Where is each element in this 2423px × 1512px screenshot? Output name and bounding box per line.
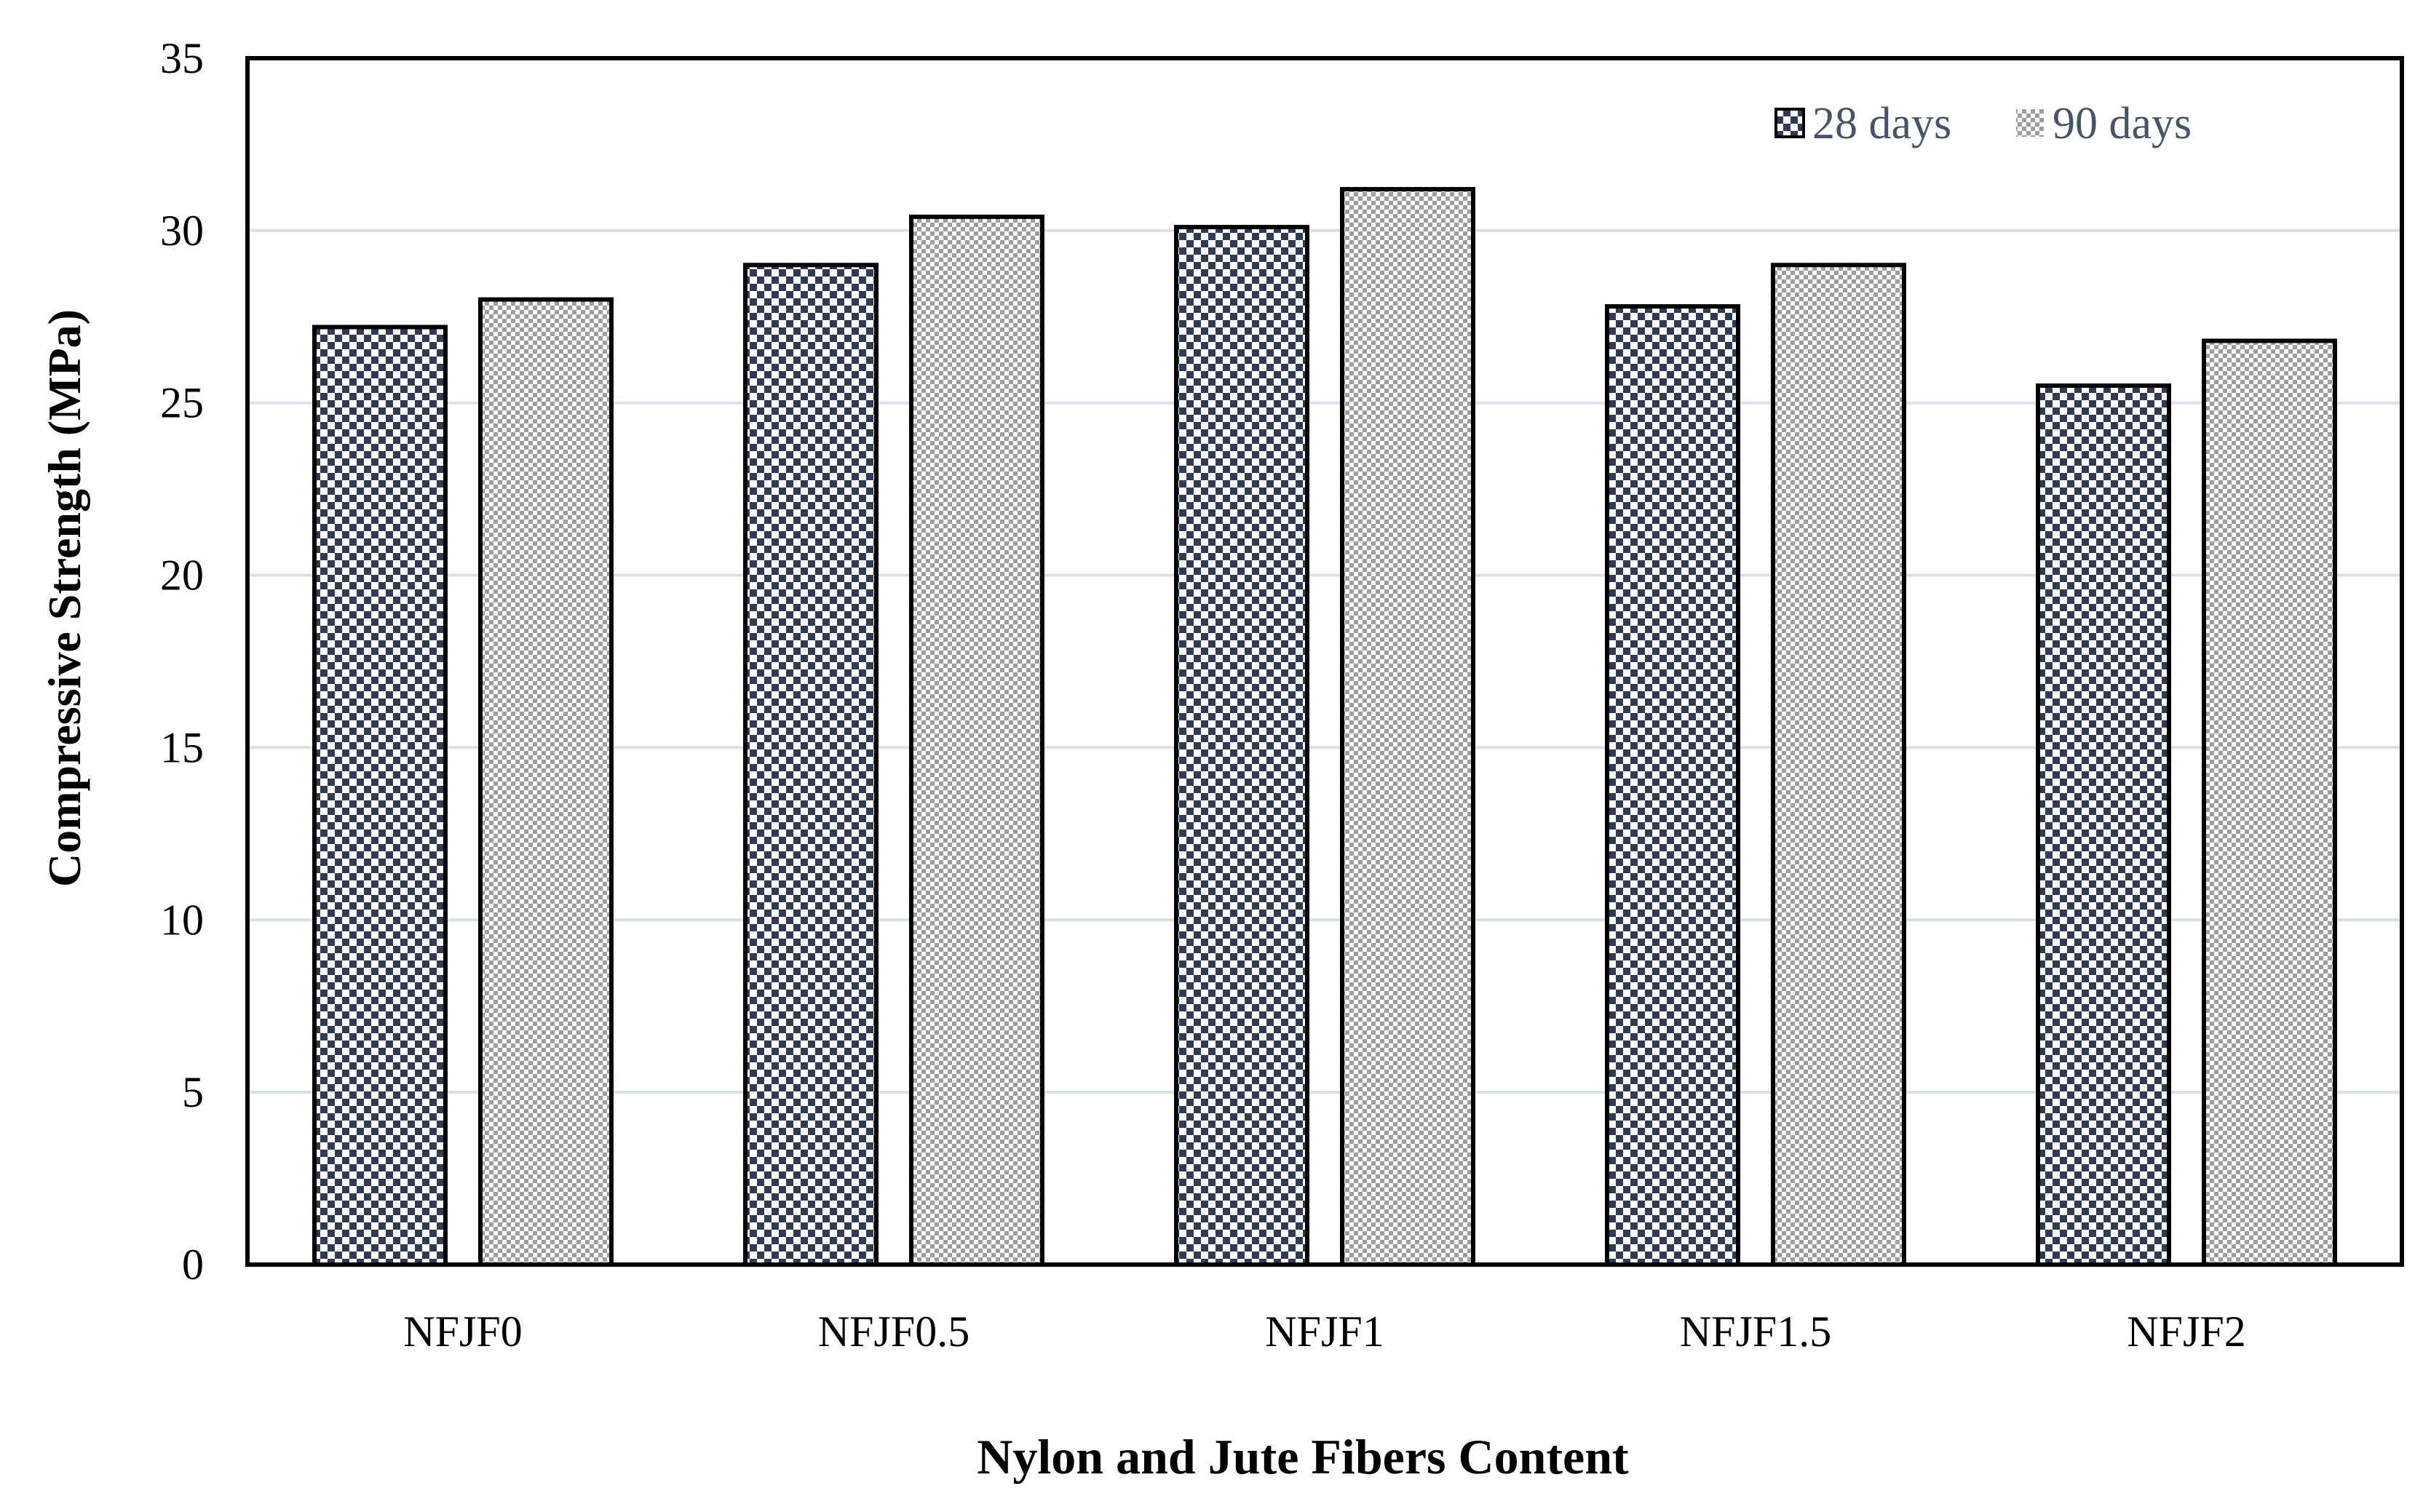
y-tick-label: 0: [182, 1241, 204, 1289]
y-axis-title: Compressive Strength (MPa): [39, 309, 90, 887]
legend-swatch: [2016, 109, 2044, 137]
bar-90-days-NFJF2: [2202, 338, 2337, 1268]
y-tick-label: 10: [160, 896, 204, 944]
bars: [312, 187, 2337, 1268]
legend: 28 days 90 days: [1774, 99, 2192, 148]
plot-frame: [245, 56, 2404, 1267]
y-tick-label: 20: [160, 552, 204, 600]
bar-28-days-NFJF1: [1174, 225, 1309, 1267]
x-tick-label: NFJF2: [2127, 1308, 2245, 1356]
x-tick-labels: NFJF0 NFJF0.5 NFJF1 NFJF1.5 NFJF2: [403, 1308, 2245, 1356]
y-tick-labels: 0 5 10 15 20 25 30 35: [160, 34, 204, 1289]
x-tick-label: NFJF1: [1265, 1308, 1384, 1356]
bar-90-days-NFJF1: [1340, 187, 1475, 1267]
bar-90-days-NFJF1.5: [1771, 263, 1906, 1268]
y-tick-label: 35: [160, 34, 204, 82]
y-tick-label: 30: [160, 207, 204, 255]
x-tick-label: NFJF0.5: [818, 1308, 969, 1356]
x-tick-label: NFJF1.5: [1680, 1308, 1831, 1356]
bar-28-days-NFJF2: [2036, 383, 2171, 1267]
legend-swatch: [1774, 108, 1805, 138]
bar-90-days-NFJF0.5: [909, 214, 1044, 1267]
y-tick-label: 25: [160, 379, 204, 427]
legend-label: 28 days: [1812, 99, 1951, 148]
axes: [245, 56, 2404, 1267]
bar-28-days-NFJF1.5: [1605, 304, 1740, 1267]
y-tick-label: 15: [160, 723, 204, 771]
bar-28-days-NFJF0: [312, 325, 448, 1267]
legend-label: 90 days: [2053, 99, 2192, 148]
y-tick-label: 5: [182, 1068, 204, 1116]
x-axis-title: Nylon and Jute Fibers Content: [977, 1429, 1629, 1484]
x-tick-label: NFJF0: [403, 1308, 522, 1356]
bar-28-days-NFJF0.5: [743, 263, 879, 1268]
bar-90-days-NFJF0: [478, 297, 614, 1268]
